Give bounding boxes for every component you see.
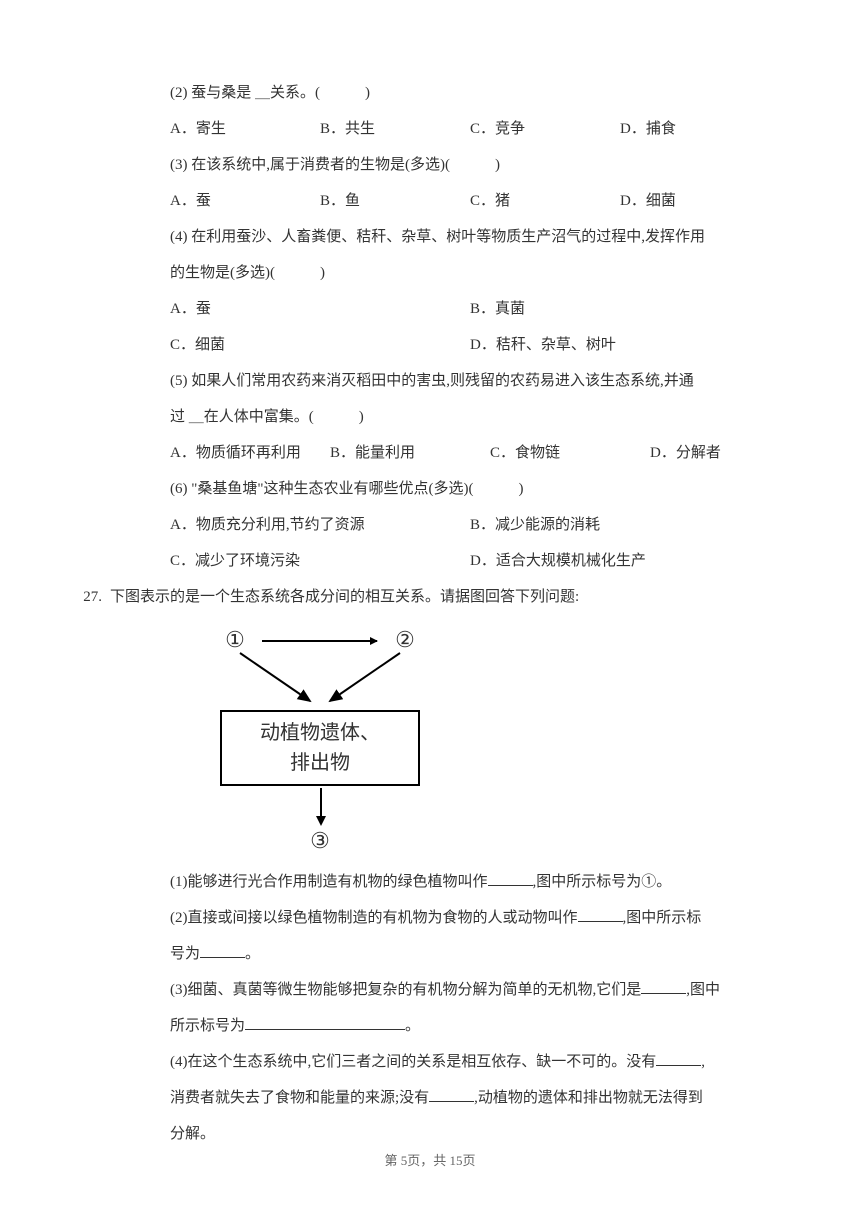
q27-number: 27. — [74, 579, 102, 615]
q4-choices-cd: C．细菌 D．秸秆、杂草、树叶 — [170, 327, 760, 363]
text: (1)能够进行光合作用制造有机物的绿色植物叫作 — [170, 874, 488, 890]
q3-stem: (3) 在该系统中,属于消费者的生物是(多选)( ) — [170, 147, 760, 183]
choice-text: 能量利用 — [355, 445, 415, 461]
text: 。 — [405, 1018, 420, 1034]
q5-stem-2: 过 ＿在人体中富集。( ) — [170, 399, 760, 435]
q6-choice-b: B．减少能源的消耗 — [470, 507, 770, 543]
choice-text: 竞争 — [495, 121, 525, 137]
q5-choice-d: D．分解者 — [650, 435, 810, 471]
diagonal-arrows-icon — [210, 649, 430, 709]
choice-text: 蚕 — [196, 301, 211, 317]
q4-choice-a: A．蚕 — [170, 291, 470, 327]
text: ,图中所示标号为①。 — [533, 874, 672, 890]
box-line-1: 动植物遗体、 — [222, 718, 418, 748]
blank — [245, 1029, 405, 1030]
choice-text: 分解者 — [676, 445, 721, 461]
q27-p2-line1: (2)直接或间接以绿色植物制造的有机物为食物的人或动物叫作 ,图中所示标 — [170, 900, 760, 936]
q6-choice-a: A．物质充分利用,节约了资源 — [170, 507, 470, 543]
q4-choice-d: D．秸秆、杂草、树叶 — [470, 327, 770, 363]
q5-choice-c: C．食物链 — [490, 435, 650, 471]
blank — [429, 1101, 474, 1102]
diagram-node-3: ③ — [210, 828, 430, 854]
q3-choices: A．蚕 B．鱼 C．猪 D．细菌 — [170, 183, 760, 219]
down-arrow — [210, 786, 430, 828]
text: (4)在这个生态系统中,它们三者之间的关系是相互依存、缺一不可的。没有 — [170, 1054, 656, 1070]
text: 。 — [245, 946, 260, 962]
choice-text: 物质循环再利用 — [196, 445, 301, 461]
page-footer: 第 5页，共 15页 — [0, 1145, 860, 1176]
choice-text: 捕食 — [646, 121, 676, 137]
choice-text: 食物链 — [515, 445, 560, 461]
q27-p1: (1)能够进行光合作用制造有机物的绿色植物叫作 ,图中所示标号为①。 — [170, 864, 760, 900]
choice-text: 真菌 — [495, 301, 525, 317]
q6-choice-c: C．减少了环境污染 — [170, 543, 470, 579]
box-line-2: 排出物 — [222, 748, 418, 778]
q5-choice-a: A．物质循环再利用 — [170, 435, 330, 471]
text: ,图中 — [686, 982, 720, 998]
q4-stem-1: (4) 在利用蚕沙、人畜粪便、秸秆、杂草、树叶等物质生产沼气的过程中,发挥作用 — [170, 219, 760, 255]
diagonal-arrows — [210, 655, 430, 710]
q4-choices-ab: A．蚕 B．真菌 — [170, 291, 760, 327]
q2-stem: (2) 蚕与桑是 ＿关系。( ) — [170, 75, 760, 111]
choice-text: 蚕 — [196, 193, 211, 209]
q5-choice-b: B．能量利用 — [330, 435, 490, 471]
choice-text: 细菌 — [646, 193, 676, 209]
blank — [488, 885, 533, 886]
q27-content: ① ② 动植物遗体、 排出物 — [140, 625, 760, 1152]
choice-text: 减少了环境污染 — [195, 553, 300, 569]
q27-p2-line2: 号为 。 — [170, 936, 760, 972]
text: 号为 — [170, 946, 200, 962]
q6-choices-ab: A．物质充分利用,节约了资源 B．减少能源的消耗 — [170, 507, 760, 543]
blank — [578, 921, 623, 922]
q27-p4-line1: (4)在这个生态系统中,它们三者之间的关系是相互依存、缺一不可的。没有, — [170, 1044, 760, 1080]
q3-choice-d: D．细菌 — [620, 183, 770, 219]
q6-choices-cd: C．减少了环境污染 D．适合大规模机械化生产 — [170, 543, 760, 579]
arrow-1-to-2-icon — [262, 640, 377, 642]
q27-stem-line: 27.下图表示的是一个生态系统各成分间的相互关系。请据图回答下列问题: — [140, 579, 760, 615]
q6-choice-d: D．适合大规模机械化生产 — [470, 543, 770, 579]
text: , — [701, 1054, 705, 1070]
q2-choices: A．寄生 B．共生 C．竞争 D．捕食 — [170, 111, 760, 147]
q27-p3-line1: (3)细菌、真菌等微生物能够把复杂的有机物分解为简单的无机物,它们是 ,图中 — [170, 972, 760, 1008]
q5-choices: A．物质循环再利用 B．能量利用 C．食物链 D．分解者 — [170, 435, 760, 471]
page-content: (2) 蚕与桑是 ＿关系。( ) A．寄生 B．共生 C．竞争 D．捕食 (3)… — [100, 75, 760, 1152]
choice-text: 细菌 — [195, 337, 225, 353]
q2-choice-a: A．寄生 — [170, 111, 320, 147]
choice-text: 秸秆、杂草、树叶 — [496, 337, 616, 353]
choice-text: 物质充分利用,节约了资源 — [196, 517, 365, 533]
choice-text: 鱼 — [345, 193, 360, 209]
text: (3)细菌、真菌等微生物能够把复杂的有机物分解为简单的无机物,它们是 — [170, 982, 641, 998]
blank — [641, 993, 686, 994]
q5-stem-1: (5) 如果人们常用农药来消灭稻田中的害虫,则残留的农药易进入该生态系统,并通 — [170, 363, 760, 399]
text: 所示标号为 — [170, 1018, 245, 1034]
ecosystem-diagram: ① ② 动植物遗体、 排出物 — [210, 625, 430, 854]
q3-choice-b: B．鱼 — [320, 183, 470, 219]
q27-p4-line2: 消费者就失去了食物和能量的来源;没有 ,动植物的遗体和排出物就无法得到 — [170, 1080, 760, 1116]
text: (2)直接或间接以绿色植物制造的有机物为食物的人或动物叫作 — [170, 910, 578, 926]
choice-text: 适合大规模机械化生产 — [496, 553, 646, 569]
q4-choice-c: C．细菌 — [170, 327, 470, 363]
down-arrow-icon — [315, 788, 327, 828]
diagram-box: 动植物遗体、 排出物 — [220, 710, 420, 786]
q27-stem: 下图表示的是一个生态系统各成分间的相互关系。请据图回答下列问题: — [110, 589, 579, 605]
choice-text: 寄生 — [196, 121, 226, 137]
q27-p3-line2: 所示标号为 。 — [170, 1008, 760, 1044]
q3-choice-c: C．猪 — [470, 183, 620, 219]
blank — [200, 957, 245, 958]
choice-text: 减少能源的消耗 — [495, 517, 600, 533]
q2-choice-c: C．竞争 — [470, 111, 620, 147]
q4-choice-b: B．真菌 — [470, 291, 770, 327]
choice-text: 猪 — [495, 193, 510, 209]
q3-choice-a: A．蚕 — [170, 183, 320, 219]
q27-block: 27.下图表示的是一个生态系统各成分间的相互关系。请据图回答下列问题: ① ② … — [140, 579, 760, 1152]
text: ,动植物的遗体和排出物就无法得到 — [474, 1090, 703, 1106]
q2-choice-b: B．共生 — [320, 111, 470, 147]
blank — [656, 1065, 701, 1066]
q2-choice-d: D．捕食 — [620, 111, 770, 147]
choice-text: 共生 — [345, 121, 375, 137]
q4-stem-2: 的生物是(多选)( ) — [170, 255, 760, 291]
text: ,图中所示标 — [623, 910, 702, 926]
text: 消费者就失去了食物和能量的来源;没有 — [170, 1090, 429, 1106]
q6-stem: (6) "桑基鱼塘"这种生态农业有哪些优点(多选)( ) — [170, 471, 760, 507]
